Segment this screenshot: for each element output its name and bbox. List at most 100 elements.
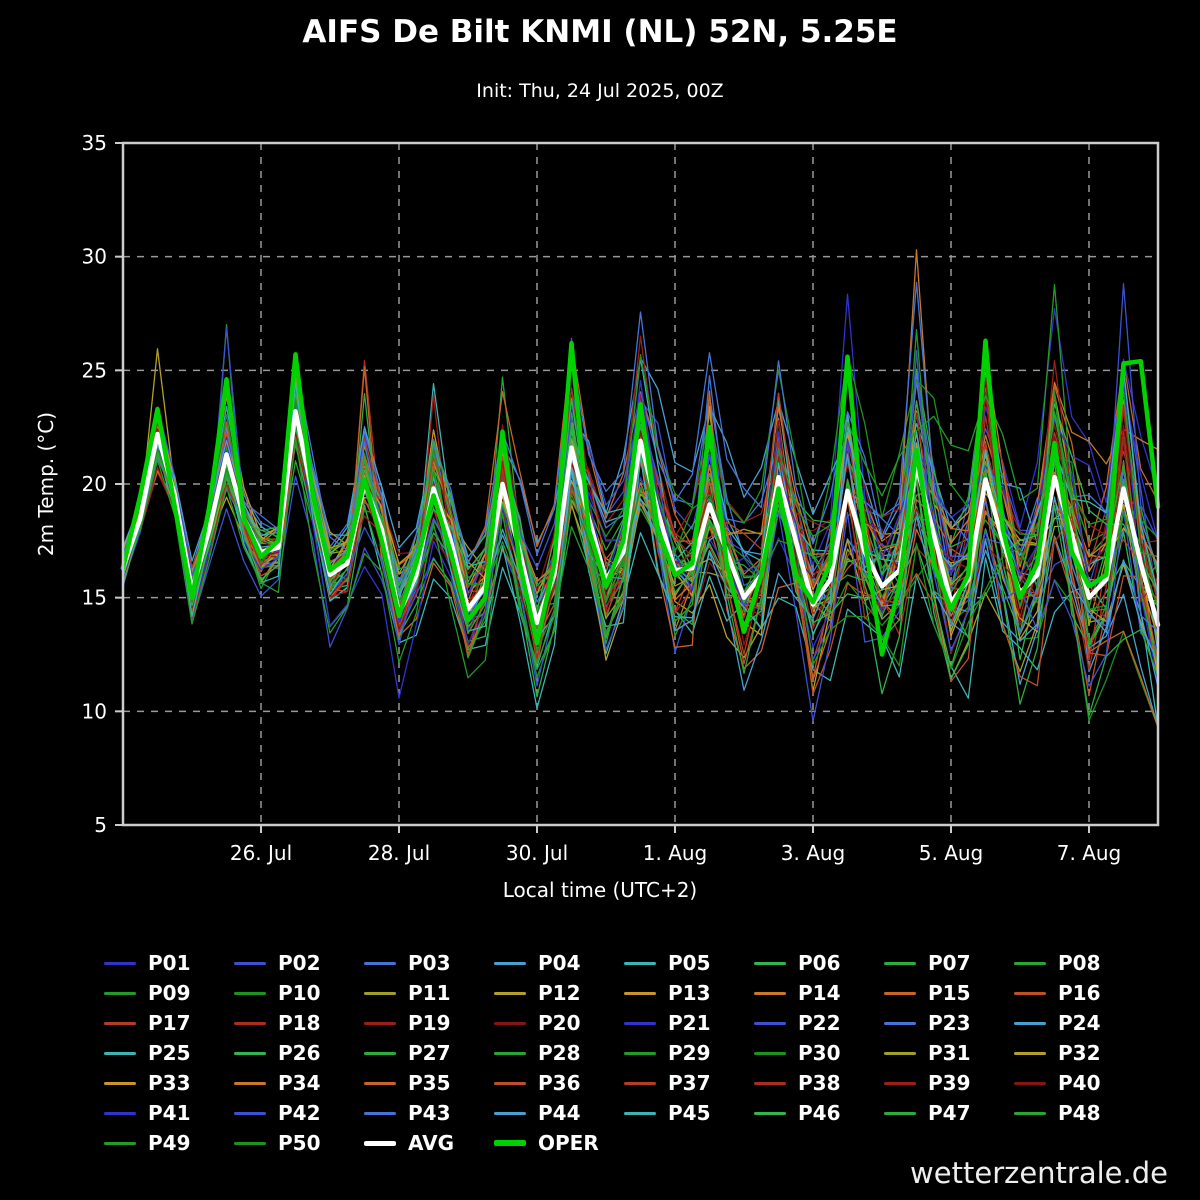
legend-swatch (234, 1141, 266, 1145)
y-axis-title: 2m Temp. (°C) (34, 411, 58, 557)
legend-label: P02 (278, 951, 321, 975)
temperature-ensemble-plot: 5 10 15 20 25 30 35 26. Jul 28. Jul 30. Jul 1. Aug… (82, 131, 1161, 865)
legend-swatch (884, 1111, 916, 1115)
legend-item-p44: P44 (494, 1098, 624, 1128)
legend-swatch (624, 1111, 656, 1115)
legend-swatch (364, 1051, 396, 1055)
svg-text:20: 20 (82, 472, 107, 496)
legend-swatch (234, 1081, 266, 1085)
chart-title: AIFS De Bilt KNMI (NL) 52N, 5.25E (302, 14, 898, 50)
legend-item-p40: P40 (1014, 1068, 1144, 1098)
legend-swatch (494, 1140, 526, 1146)
legend-swatch (884, 1081, 916, 1085)
legend-label: P31 (928, 1041, 971, 1065)
legend-label: P48 (1058, 1101, 1101, 1125)
legend-item-p32: P32 (1014, 1038, 1144, 1068)
svg-text:28. Jul: 28. Jul (368, 841, 430, 865)
legend-item-p07: P07 (884, 948, 1014, 978)
legend-swatch (1014, 1021, 1046, 1025)
legend-label: P05 (668, 951, 711, 975)
legend-label: P33 (148, 1071, 191, 1095)
legend-label: P20 (538, 1011, 581, 1035)
legend-label: P24 (1058, 1011, 1101, 1035)
legend-item-p22: P22 (754, 1008, 884, 1038)
legend-swatch (624, 991, 656, 995)
legend-swatch (364, 961, 396, 965)
legend-item-p46: P46 (754, 1098, 884, 1128)
legend-label: P36 (538, 1071, 581, 1095)
legend-swatch (364, 1111, 396, 1115)
legend-swatch (1014, 1111, 1046, 1115)
svg-text:7. Aug: 7. Aug (1057, 841, 1122, 865)
legend-swatch (234, 1111, 266, 1115)
watermark: wetterzentrale.de (910, 1156, 1168, 1190)
legend-label: P04 (538, 951, 581, 975)
legend-item-p14: P14 (754, 978, 884, 1008)
legend-label: P38 (798, 1071, 841, 1095)
legend-label: P26 (278, 1041, 321, 1065)
legend-item-p15: P15 (884, 978, 1014, 1008)
legend-label: P17 (148, 1011, 191, 1035)
legend-label: P28 (538, 1041, 581, 1065)
legend-label: P49 (148, 1131, 191, 1155)
legend-label: P39 (928, 1071, 971, 1095)
legend-swatch (624, 1021, 656, 1025)
legend-label: P44 (538, 1101, 581, 1125)
legend-item-p41: P41 (104, 1098, 234, 1128)
legend-label: P19 (408, 1011, 451, 1035)
legend-item-p09: P09 (104, 978, 234, 1008)
legend-item-p05: P05 (624, 948, 754, 978)
legend-label: P15 (928, 981, 971, 1005)
legend-label: P30 (798, 1041, 841, 1065)
legend-label: P08 (1058, 951, 1101, 975)
legend-label: P03 (408, 951, 451, 975)
legend-item-p18: P18 (234, 1008, 364, 1038)
legend-item-p47: P47 (884, 1098, 1014, 1128)
legend-item-p28: P28 (494, 1038, 624, 1068)
svg-text:5. Aug: 5. Aug (919, 841, 984, 865)
legend-label: AVG (408, 1131, 455, 1155)
legend-label: P11 (408, 981, 451, 1005)
legend-swatch (104, 1021, 136, 1025)
legend-label: P07 (928, 951, 971, 975)
legend-label: P21 (668, 1011, 711, 1035)
legend-item-p24: P24 (1014, 1008, 1144, 1038)
svg-text:30. Jul: 30. Jul (506, 841, 568, 865)
legend-label: P50 (278, 1131, 321, 1155)
legend-label: P10 (278, 981, 321, 1005)
legend-swatch (234, 1021, 266, 1025)
legend-label: P45 (668, 1101, 711, 1125)
legend-item-p25: P25 (104, 1038, 234, 1068)
legend-label: P32 (1058, 1041, 1101, 1065)
svg-text:1. Aug: 1. Aug (643, 841, 708, 865)
legend-swatch (1014, 1051, 1046, 1055)
legend-item-avg: AVG (364, 1128, 494, 1158)
legend-item-p27: P27 (364, 1038, 494, 1068)
legend-swatch (624, 1081, 656, 1085)
legend-swatch (494, 1081, 526, 1085)
legend-item-p48: P48 (1014, 1098, 1144, 1128)
svg-text:30: 30 (82, 245, 107, 269)
legend-item-p36: P36 (494, 1068, 624, 1098)
legend-swatch (1014, 1081, 1046, 1085)
legend-item-p08: P08 (1014, 948, 1144, 978)
legend-label: P12 (538, 981, 581, 1005)
svg-text:26. Jul: 26. Jul (230, 841, 292, 865)
legend-item-p49: P49 (104, 1128, 234, 1158)
legend-label: P40 (1058, 1071, 1101, 1095)
legend-item-p11: P11 (364, 978, 494, 1008)
legend-swatch (884, 991, 916, 995)
legend-swatch (494, 1111, 526, 1115)
legend-item-p42: P42 (234, 1098, 364, 1128)
legend-swatch (494, 1051, 526, 1055)
legend-swatch (364, 1081, 396, 1085)
legend-swatch (104, 991, 136, 995)
legend-label: P22 (798, 1011, 841, 1035)
legend-swatch (754, 1111, 786, 1115)
legend-label: P46 (798, 1101, 841, 1125)
legend-item-p06: P06 (754, 948, 884, 978)
legend-swatch (104, 961, 136, 965)
legend-item-p31: P31 (884, 1038, 1014, 1068)
legend-item-p39: P39 (884, 1068, 1014, 1098)
